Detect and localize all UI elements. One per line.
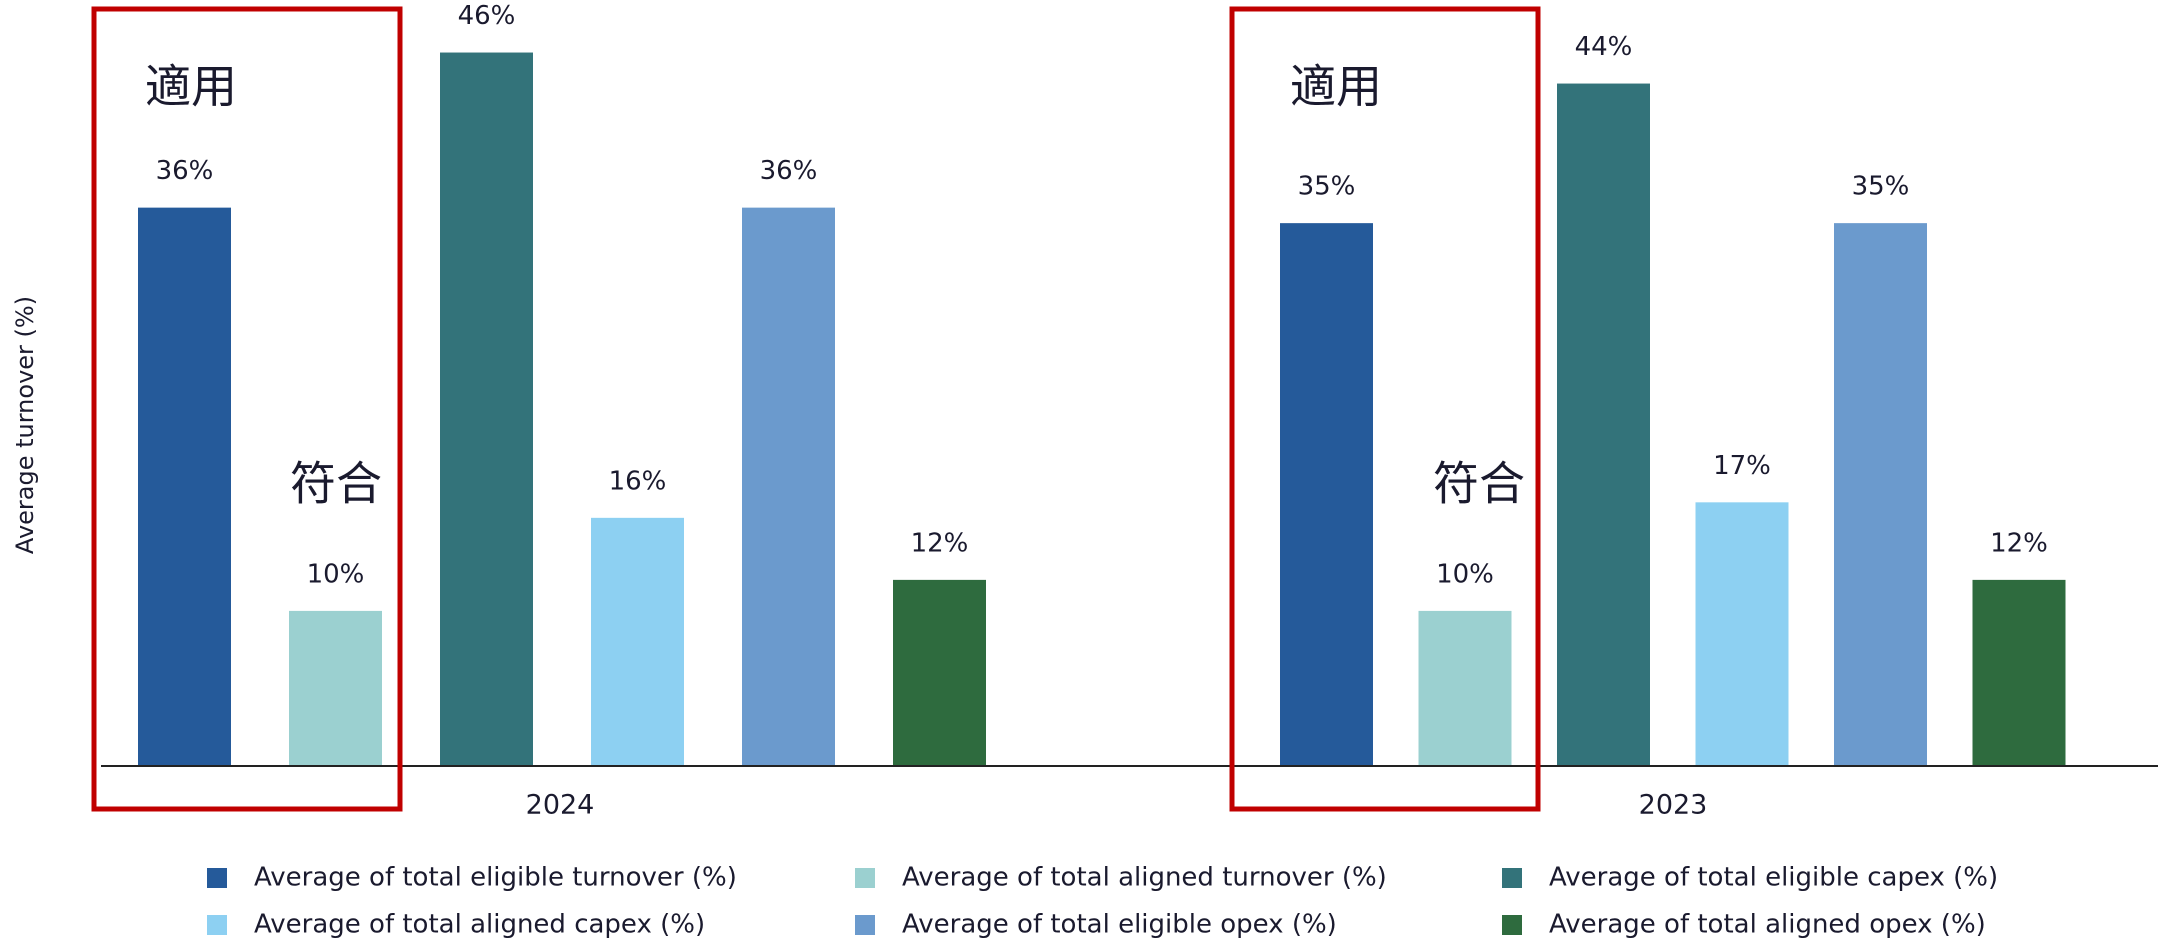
annotation: 符合 xyxy=(1433,457,1525,511)
x-tick-label: 2023 xyxy=(1639,790,1708,821)
bar xyxy=(591,517,684,766)
legend-swatch xyxy=(207,915,227,935)
legend-swatch xyxy=(207,868,227,888)
value-label: 35% xyxy=(1852,172,1910,202)
y-axis-label: Average turnover (%) xyxy=(11,296,39,554)
bar xyxy=(1834,223,1927,767)
bar xyxy=(1418,610,1512,766)
highlight-box xyxy=(1229,6,1541,812)
annotation: 適用 xyxy=(145,60,237,114)
legend-label: Average of total aligned turnover (%) xyxy=(902,863,1387,893)
bar xyxy=(1695,502,1789,766)
value-label: 17% xyxy=(1713,451,1771,481)
value-label: 35% xyxy=(1298,172,1356,202)
bar xyxy=(289,610,382,766)
bar xyxy=(893,579,986,766)
bar xyxy=(1280,223,1373,767)
bar xyxy=(440,52,533,766)
legend-label: Average of total eligible opex (%) xyxy=(902,910,1337,940)
value-label: 36% xyxy=(760,156,818,186)
legend-label: Average of total aligned capex (%) xyxy=(254,910,705,940)
annotation: 符合 xyxy=(290,457,382,511)
legend-swatch xyxy=(1502,915,1522,935)
annotation: 適用 xyxy=(1290,60,1382,114)
legend-swatch xyxy=(855,915,875,935)
value-label: 10% xyxy=(1436,559,1494,589)
legend-label: Average of total eligible capex (%) xyxy=(1549,863,1998,893)
bar xyxy=(742,207,835,766)
legend-swatch xyxy=(1502,868,1522,888)
legend-label: Average of total eligible turnover (%) xyxy=(254,863,737,893)
value-label: 10% xyxy=(307,559,365,589)
legend-label: Average of total aligned opex (%) xyxy=(1549,910,1986,940)
bar xyxy=(138,207,231,766)
value-label: 16% xyxy=(609,466,667,496)
highlight-box xyxy=(91,6,403,812)
legend-swatch xyxy=(855,868,875,888)
value-label: 12% xyxy=(1990,528,2048,558)
value-label: 12% xyxy=(911,528,969,558)
bar xyxy=(1972,579,2066,766)
value-label: 46% xyxy=(458,1,516,31)
value-label: 44% xyxy=(1575,32,1633,62)
value-label: 36% xyxy=(156,156,214,186)
x-tick-label: 2024 xyxy=(526,790,595,821)
bar xyxy=(1557,83,1650,766)
